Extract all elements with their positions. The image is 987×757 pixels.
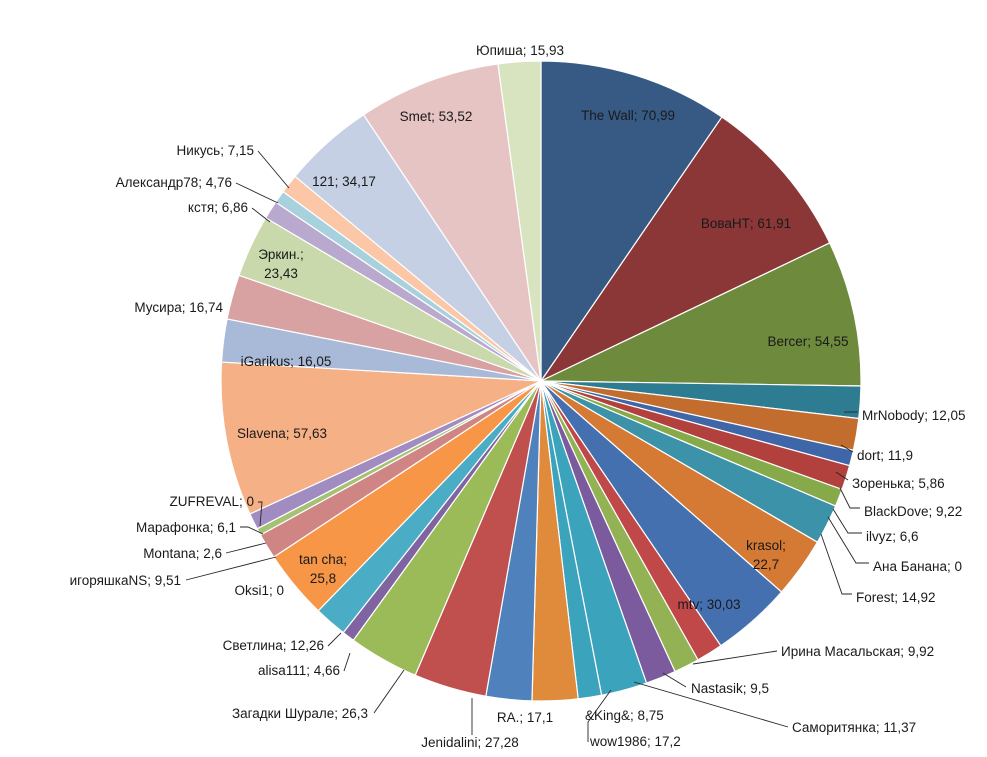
data-label-ra-17: RA.; 17,1 [497, 710, 553, 725]
leader-line-ilvyz-7 [832, 508, 862, 534]
data-label-ирина-масальская-12: Ирина Масальская; 9,92 [781, 644, 934, 659]
data-label-121-36: 121; 34,17 [312, 174, 376, 189]
data-label-igarikus-30: iGarikus; 16,05 [241, 354, 332, 369]
data-label-smet-37: Smet; 53,52 [400, 109, 473, 124]
leader-line-светлина-22 [327, 632, 342, 647]
leader-line-саморитянка-14 [633, 681, 789, 728]
pie-slices [220, 60, 862, 702]
leader-lines [185, 150, 869, 742]
data-label-alisa111-21: alisa111; 4,66 [258, 663, 340, 678]
data-label-mtv-11: mtv; 30,03 [677, 597, 740, 612]
leader-line-марафонка-27 [240, 526, 264, 535]
data-label-вовант-1: ВоваНТ; 61,91 [701, 216, 791, 231]
leader-line-alisa111-21 [343, 652, 351, 672]
leader-line-forest-9 [820, 533, 852, 595]
data-label-зоренька-5: Зоренька; 5,86 [852, 476, 945, 491]
pie-slice-the-wall-0 [540, 60, 723, 383]
leader-line-ана-банана-8 [827, 516, 869, 564]
leader-line-кстя-33 [251, 207, 271, 223]
pie-slice-slavena-29 [220, 361, 542, 515]
pie-slice-вовант-1 [539, 116, 831, 383]
data-label-игоряшкаns-25: игоряшкаNS; 9,51 [70, 573, 181, 588]
data-label-jenidalini-19: Jenidalini; 27,28 [421, 735, 519, 750]
data-label-эркин-32: Эркин.; 23,43 [258, 247, 304, 281]
data-label-wow1986-15: wow1986; 17,2 [589, 734, 681, 749]
data-label-кстя-33: кстя; 6,86 [188, 200, 248, 215]
leader-line-nastasik-13 [662, 672, 687, 688]
data-label-юпиша-38: Юпиша; 15,93 [476, 43, 564, 58]
data-label-александр78-34: Александр78; 4,76 [116, 175, 232, 190]
data-label-nastasik-13: Nastasik; 9,5 [691, 681, 769, 696]
data-label-zufreval-28: ZUFREVAL; 0 [169, 494, 254, 509]
data-label-bercer-2: Bercer; 54,55 [767, 334, 848, 349]
leader-line-montana-26 [225, 542, 267, 554]
leader-line-загадки-шурале-20 [373, 669, 405, 714]
data-label-мусира-31: Мусира; 16,74 [134, 300, 223, 315]
leader-line-александр78-34 [235, 182, 279, 204]
pie-slice-юпиша-38 [497, 60, 542, 382]
data-label-the-wall-0: The Wall; 70,99 [581, 108, 675, 123]
data-label-slavena-29: Slavena; 57,63 [237, 426, 327, 441]
data-label-марафонка-27: Марафонка; 6,1 [136, 520, 236, 535]
data-label-oksi1-23: Oksi1; 0 [234, 583, 284, 598]
data-label-montana-26: Montana; 2,6 [143, 546, 222, 561]
data-labels: The Wall; 70,99 ВоваНТ; 61,91 Bercer; 54,5… [70, 43, 966, 750]
data-label-king-16: &King&; 8,75 [585, 708, 664, 723]
pie-slice-smet-37 [362, 63, 542, 382]
data-label-forest-9: Forest; 14,92 [856, 590, 936, 605]
data-label-dort-4: dort; 11,9 [857, 448, 913, 463]
leader-line-dort-4 [840, 444, 854, 453]
leader-line-никусь-35 [257, 150, 290, 189]
pie-slice-bercer-2 [540, 242, 862, 387]
data-label-mrnobody-3: MrNobody; 12,05 [862, 408, 966, 423]
leader-line-зоренька-5 [835, 471, 849, 481]
leader-line-zufreval-28 [258, 501, 263, 527]
leader-line-blackdove-6 [839, 487, 860, 509]
data-label-светлина-22: Светлина; 12,26 [223, 638, 324, 653]
data-label-blackdove-6: BlackDove; 9,22 [864, 504, 962, 519]
data-label-tan-cha-24: tan cha; 25,8 [299, 552, 347, 586]
leader-line-игоряшкаns-25 [185, 556, 277, 581]
leader-line-ирина-масальская-12 [692, 650, 778, 665]
data-label-ана-банана-8: Ана Банана; 0 [873, 559, 962, 574]
data-label-никусь-35: Никусь; 7,15 [176, 143, 254, 158]
data-label-загадки-шурале-20: Загадки Шурале; 26,3 [232, 706, 368, 721]
data-label-саморитянка-14: Саморитянка; 11,37 [792, 720, 916, 735]
data-label-ilvyz-7: ilvyz; 6,6 [866, 529, 919, 544]
data-label-krasol-10: krasol; 22,7 [746, 538, 786, 572]
leader-line-wow1986-15 [587, 689, 612, 742]
